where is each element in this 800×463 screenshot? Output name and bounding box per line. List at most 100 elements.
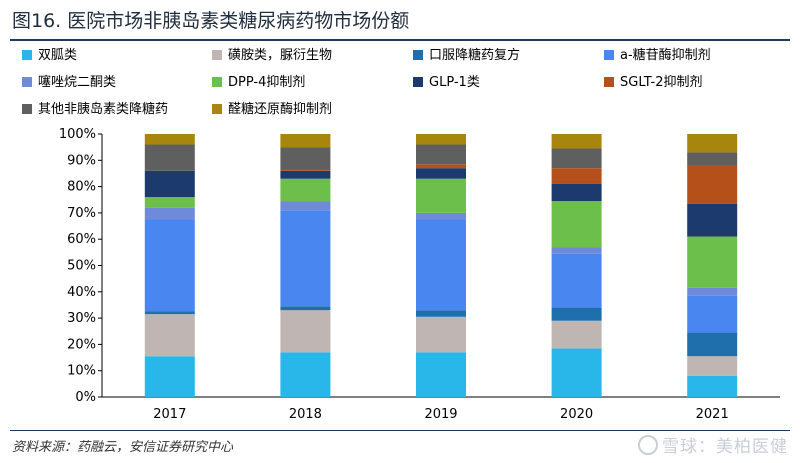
legend-label: 双胍类 xyxy=(38,48,78,63)
bar-segment xyxy=(687,356,738,376)
legend-label: 口服降糖药复方 xyxy=(429,48,521,63)
bar-segment xyxy=(144,219,195,312)
legend-swatch xyxy=(22,77,32,87)
bar-segment xyxy=(280,178,331,202)
bar-segment xyxy=(687,287,738,296)
legend-label: a-糖苷酶抑制剂 xyxy=(620,48,711,63)
y-tick-label: 20% xyxy=(67,337,96,352)
legend-item: 双胍类 xyxy=(22,46,77,66)
legend-label: 噻唑烷二酮类 xyxy=(38,75,117,90)
bar-segment xyxy=(144,356,195,397)
y-tick-label: 30% xyxy=(67,311,96,326)
bar-segment xyxy=(144,134,195,145)
bar-segment xyxy=(687,295,738,333)
bar-segment xyxy=(551,134,602,149)
legend-swatch xyxy=(22,50,32,60)
x-tick-label: 2017 xyxy=(153,407,186,422)
y-tick-label: 100% xyxy=(59,127,96,142)
legend-label: 醛糖还原酶抑制剂 xyxy=(228,102,333,117)
bar-segment xyxy=(687,165,738,204)
bar-segment xyxy=(416,310,466,317)
bar-segment xyxy=(416,134,466,145)
figure-title: 图16. 医院市场非胰岛素类糖尿病药物市场份额 xyxy=(12,10,410,32)
watermark: 雪球：美柏医健 xyxy=(638,432,788,457)
bar-segment xyxy=(416,219,466,311)
bar-segment xyxy=(551,183,602,202)
watermark-logo-icon xyxy=(638,435,658,455)
bar-segment xyxy=(687,375,738,397)
y-tick-label: 0% xyxy=(75,390,96,405)
y-tick-label: 60% xyxy=(67,232,96,247)
y-tick-label: 40% xyxy=(67,285,96,300)
legend-swatch xyxy=(604,50,614,60)
bar-segment xyxy=(280,170,331,179)
y-tick-label: 50% xyxy=(67,259,96,274)
legend-item: GLP-1类 xyxy=(413,73,480,93)
bar-segment xyxy=(144,144,195,171)
bar-segment xyxy=(551,247,602,254)
legend-label: 其他非胰岛素类降糖药 xyxy=(38,102,169,117)
bar-segment xyxy=(280,306,331,311)
bar-segment xyxy=(280,201,331,211)
legend-item: 其他非胰岛素类降糖药 xyxy=(22,100,168,120)
legend-swatch xyxy=(212,50,222,60)
legend-swatch xyxy=(413,50,423,60)
footer-rule xyxy=(10,430,790,431)
legend-item: 磺胺类，脲衍生物 xyxy=(212,46,332,66)
watermark-text: 雪球：美柏医健 xyxy=(662,437,788,457)
legend-item: DPP-4抑制剂 xyxy=(212,73,305,93)
legend-swatch xyxy=(22,104,32,114)
y-tick-label: 70% xyxy=(67,206,96,221)
legend-swatch xyxy=(413,77,423,87)
legend-item: a-糖苷酶抑制剂 xyxy=(604,46,711,66)
legend-swatch xyxy=(212,104,222,114)
bar-segment xyxy=(687,134,738,153)
legend-item: 口服降糖药复方 xyxy=(413,46,520,66)
bar-segment xyxy=(551,201,602,248)
bar-segment xyxy=(144,170,195,198)
bar-segment xyxy=(551,348,602,397)
legend-swatch xyxy=(212,77,222,87)
legend-item: 噻唑烷二酮类 xyxy=(22,73,116,93)
bar-segment xyxy=(687,152,738,166)
title-rule xyxy=(10,39,790,41)
bar-segment xyxy=(687,332,738,357)
bar-segment xyxy=(687,203,738,237)
bar-segment xyxy=(280,210,331,307)
y-tick-label: 10% xyxy=(67,364,96,379)
bar-segment xyxy=(416,168,466,179)
bar-segment xyxy=(280,169,331,171)
legend-label: SGLT-2抑制剂 xyxy=(620,75,703,90)
bar-segment xyxy=(280,310,331,353)
bar-segment xyxy=(144,197,195,208)
bar-segment xyxy=(280,352,331,397)
x-tick-label: 2021 xyxy=(696,407,729,422)
x-tick-label: 2020 xyxy=(560,407,593,422)
bar-segment xyxy=(416,352,466,397)
source-note: 资料来源：药融云，安信证券研究中心 xyxy=(12,440,234,455)
y-tick-label: 90% xyxy=(67,153,96,168)
bar-segment xyxy=(416,178,466,213)
bar-segment xyxy=(280,134,331,148)
x-tick-label: 2019 xyxy=(424,407,457,422)
y-tick-label: 80% xyxy=(67,180,96,195)
bar-segment xyxy=(280,147,331,170)
bar-segment xyxy=(416,144,466,165)
bar-segment xyxy=(551,320,602,349)
bar-segment xyxy=(416,164,466,169)
bar-segment xyxy=(687,236,738,288)
bar-segment xyxy=(551,307,602,321)
legend-label: GLP-1类 xyxy=(429,75,480,90)
legend-item: SGLT-2抑制剂 xyxy=(604,73,703,93)
legend-swatch xyxy=(604,77,614,87)
bar-segment xyxy=(144,314,195,357)
bar-segment xyxy=(144,207,195,220)
legend-label: DPP-4抑制剂 xyxy=(228,75,306,90)
bar-segment xyxy=(416,212,466,220)
chart-legend: 双胍类 磺胺类，脲衍生物 口服降糖药复方 a-糖苷酶抑制剂噻唑烷二酮类 DPP-4抑制剂… xyxy=(0,46,800,126)
bar-segment xyxy=(551,168,602,184)
bar-segment xyxy=(416,316,466,353)
bar-segment xyxy=(551,148,602,169)
bar-segment xyxy=(144,311,195,315)
